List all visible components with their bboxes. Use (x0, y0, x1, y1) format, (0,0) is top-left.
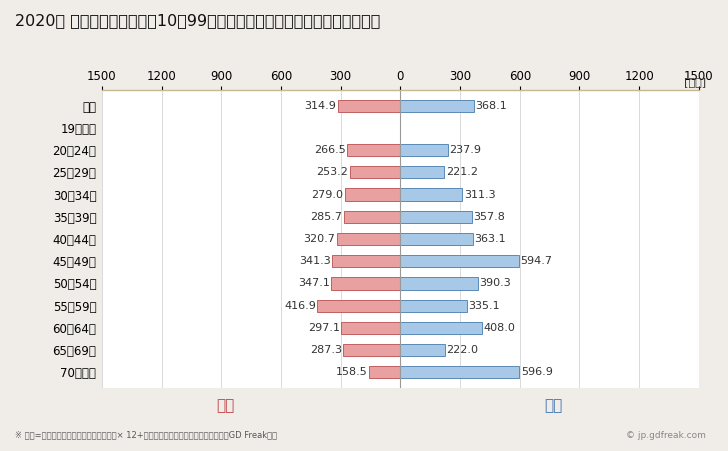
Text: 594.7: 594.7 (521, 256, 553, 266)
Text: [万円]: [万円] (684, 77, 706, 87)
Bar (343, 344, 400, 356)
Text: 368.1: 368.1 (475, 101, 507, 111)
Bar (338, 100, 400, 112)
Text: © jp.gdfreak.com: © jp.gdfreak.com (626, 431, 706, 440)
Text: 285.7: 285.7 (310, 212, 342, 222)
Bar (317, 299, 400, 312)
Text: 222.0: 222.0 (446, 345, 478, 355)
Text: 341.3: 341.3 (299, 256, 331, 266)
Bar (400, 211, 472, 223)
Text: 416.9: 416.9 (284, 301, 316, 311)
Text: ※ 年収=「きまって支給する現金給与額」× 12+「年間賞与その他特別給与額」としてGD Freak推計: ※ 年収=「きまって支給する現金給与額」× 12+「年間賞与その他特別給与額」と… (15, 431, 277, 440)
Text: 357.8: 357.8 (473, 212, 505, 222)
Text: 390.3: 390.3 (480, 278, 511, 289)
Text: 314.9: 314.9 (304, 101, 336, 111)
Text: 363.1: 363.1 (474, 234, 506, 244)
Bar (331, 277, 400, 290)
Bar (345, 189, 400, 201)
Bar (400, 322, 482, 334)
Bar (400, 299, 467, 312)
Bar (400, 144, 448, 156)
Text: 311.3: 311.3 (464, 189, 496, 200)
Bar (400, 255, 519, 267)
Text: 335.1: 335.1 (469, 301, 500, 311)
Text: 297.1: 297.1 (308, 323, 340, 333)
Text: 237.9: 237.9 (449, 145, 481, 155)
Bar (400, 233, 472, 245)
Text: 347.1: 347.1 (298, 278, 330, 289)
Bar (400, 100, 474, 112)
Text: 2020年 民間企業（従業者数10〜99人）フルタイム労働者の男女別平均年収: 2020年 民間企業（従業者数10〜99人）フルタイム労働者の男女別平均年収 (15, 14, 380, 28)
Bar (336, 233, 400, 245)
Bar (369, 366, 400, 378)
Bar (350, 166, 400, 179)
Text: 408.0: 408.0 (483, 323, 515, 333)
Text: 男性: 男性 (544, 398, 563, 414)
Bar (400, 366, 519, 378)
Bar (400, 166, 444, 179)
Text: 279.0: 279.0 (312, 189, 344, 200)
Text: 158.5: 158.5 (336, 367, 367, 377)
Bar (341, 322, 400, 334)
Bar (344, 211, 400, 223)
Text: 596.9: 596.9 (521, 367, 553, 377)
Bar (333, 255, 400, 267)
Text: 320.7: 320.7 (303, 234, 335, 244)
Bar (400, 277, 478, 290)
Text: 287.3: 287.3 (309, 345, 341, 355)
Bar (400, 189, 462, 201)
Text: 253.2: 253.2 (317, 167, 349, 177)
Text: 女性: 女性 (216, 398, 235, 414)
Text: 266.5: 266.5 (314, 145, 346, 155)
Bar (347, 144, 400, 156)
Bar (400, 344, 445, 356)
Text: 221.2: 221.2 (446, 167, 478, 177)
